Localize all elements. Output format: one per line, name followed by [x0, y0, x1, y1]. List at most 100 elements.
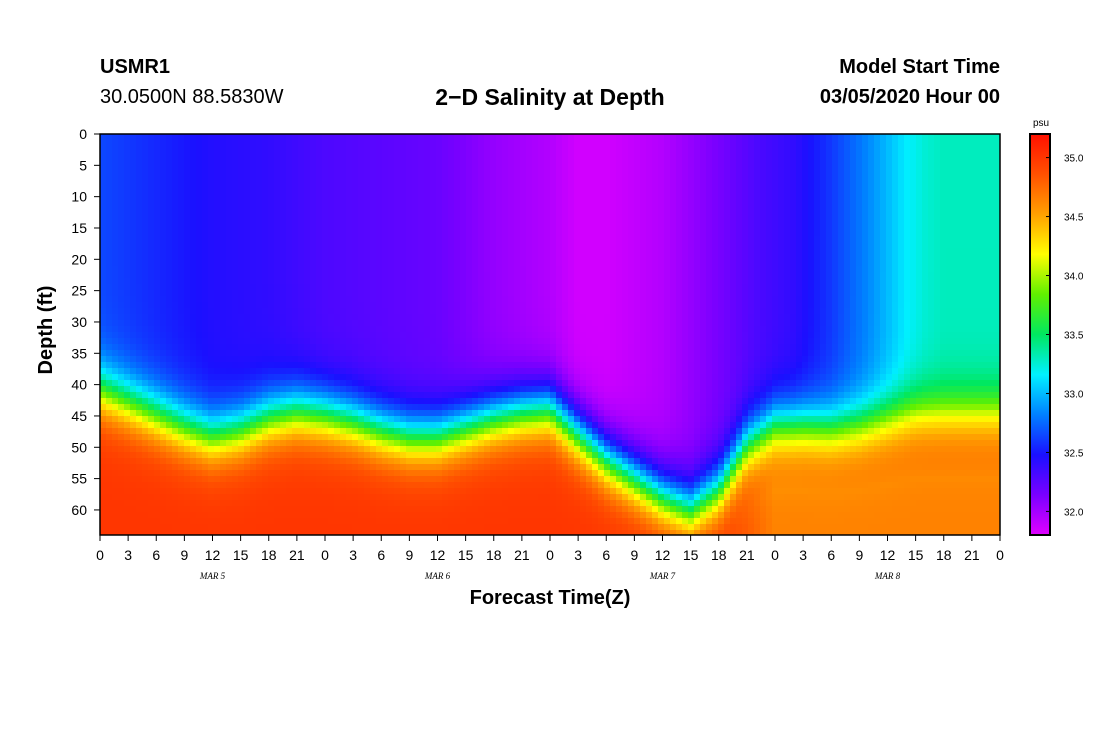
heatmap-cell	[184, 518, 191, 525]
heatmap-cell	[244, 248, 251, 255]
heatmap-cell	[166, 332, 173, 339]
heatmap-cell	[418, 356, 425, 363]
heatmap-cell	[106, 368, 113, 375]
heatmap-cell	[196, 176, 203, 183]
heatmap-cell	[328, 362, 335, 369]
heatmap-cell	[148, 458, 155, 465]
heatmap-cell	[460, 398, 467, 405]
heatmap-cell	[376, 488, 383, 495]
heatmap-cell	[490, 452, 497, 459]
heatmap-cell	[166, 218, 173, 225]
heatmap-cell	[508, 182, 515, 189]
heatmap-cell	[436, 140, 443, 147]
heatmap-cell	[538, 278, 545, 285]
heatmap-cell	[514, 500, 521, 507]
heatmap-cell	[172, 140, 179, 147]
heatmap-cell	[130, 146, 137, 153]
heatmap-cell	[334, 338, 341, 345]
heatmap-cell	[418, 176, 425, 183]
heatmap-cell	[280, 308, 287, 315]
heatmap-cell	[490, 500, 497, 507]
heatmap-cell	[532, 356, 539, 363]
heatmap-cell	[346, 284, 353, 291]
heatmap-cell	[304, 464, 311, 471]
heatmap-cell	[220, 230, 227, 237]
heatmap-cell	[376, 494, 383, 501]
heatmap-cell	[142, 524, 149, 531]
heatmap-cell	[112, 344, 119, 351]
heatmap-cell	[502, 290, 509, 297]
heatmap-cell	[280, 254, 287, 261]
heatmap-cell	[466, 362, 473, 369]
heatmap-cell	[166, 296, 173, 303]
heatmap-cell	[166, 152, 173, 159]
heatmap-cell	[502, 440, 509, 447]
heatmap-cell	[256, 422, 263, 429]
heatmap-cell	[304, 488, 311, 495]
heatmap-cell	[346, 404, 353, 411]
heatmap-cell	[496, 446, 503, 453]
heatmap-cell	[382, 206, 389, 213]
heatmap-cell	[436, 188, 443, 195]
heatmap-cell	[214, 284, 221, 291]
heatmap-cell	[292, 206, 299, 213]
heatmap-cell	[526, 230, 533, 237]
heatmap-cell	[130, 338, 137, 345]
heatmap-cell	[268, 368, 275, 375]
heatmap-cell	[172, 212, 179, 219]
heatmap-cell	[538, 176, 545, 183]
heatmap-cell	[388, 476, 395, 483]
heatmap-cell	[358, 290, 365, 297]
heatmap-cell	[370, 344, 377, 351]
heatmap-cell	[136, 362, 143, 369]
heatmap-cell	[466, 140, 473, 147]
heatmap-cell	[118, 218, 125, 225]
heatmap-cell	[460, 494, 467, 501]
heatmap-cell	[334, 296, 341, 303]
heatmap-cell	[466, 224, 473, 231]
heatmap-cell	[208, 194, 215, 201]
heatmap-cell	[166, 140, 173, 147]
heatmap-cell	[388, 278, 395, 285]
heatmap-cell	[364, 398, 371, 405]
heatmap-cell	[352, 338, 359, 345]
heatmap-cell	[148, 428, 155, 435]
heatmap-cell	[460, 194, 467, 201]
heatmap-cell	[490, 356, 497, 363]
heatmap-cell	[394, 296, 401, 303]
heatmap-cell	[166, 398, 173, 405]
heatmap-cell	[280, 242, 287, 249]
heatmap-cell	[532, 446, 539, 453]
heatmap-cell	[418, 386, 425, 393]
heatmap-cell	[532, 494, 539, 501]
heatmap-cell	[508, 404, 515, 411]
heatmap-cell	[256, 134, 263, 141]
heatmap-cell	[328, 224, 335, 231]
heatmap-cell	[250, 362, 257, 369]
heatmap-cell	[124, 134, 131, 141]
heatmap-cell	[508, 326, 515, 333]
heatmap-cell	[202, 212, 209, 219]
heatmap-cell	[490, 290, 497, 297]
heatmap-cell	[148, 476, 155, 483]
heatmap-cell	[124, 404, 131, 411]
heatmap-cell	[190, 500, 197, 507]
heatmap-cell	[172, 224, 179, 231]
heatmap-cell	[328, 458, 335, 465]
heatmap-cell	[226, 236, 233, 243]
heatmap-cell	[370, 332, 377, 339]
heatmap-cell	[352, 458, 359, 465]
heatmap-cell	[208, 506, 215, 513]
heatmap-cell	[514, 518, 521, 525]
heatmap-cell	[388, 368, 395, 375]
heatmap-cell	[334, 332, 341, 339]
heatmap-cell	[388, 230, 395, 237]
heatmap-cell	[304, 458, 311, 465]
heatmap-cell	[376, 164, 383, 171]
heatmap-cell	[454, 176, 461, 183]
heatmap-cell	[232, 254, 239, 261]
heatmap-cell	[244, 410, 251, 417]
heatmap-cell	[262, 170, 269, 177]
heatmap-cell	[100, 452, 107, 459]
heatmap-cell	[148, 182, 155, 189]
